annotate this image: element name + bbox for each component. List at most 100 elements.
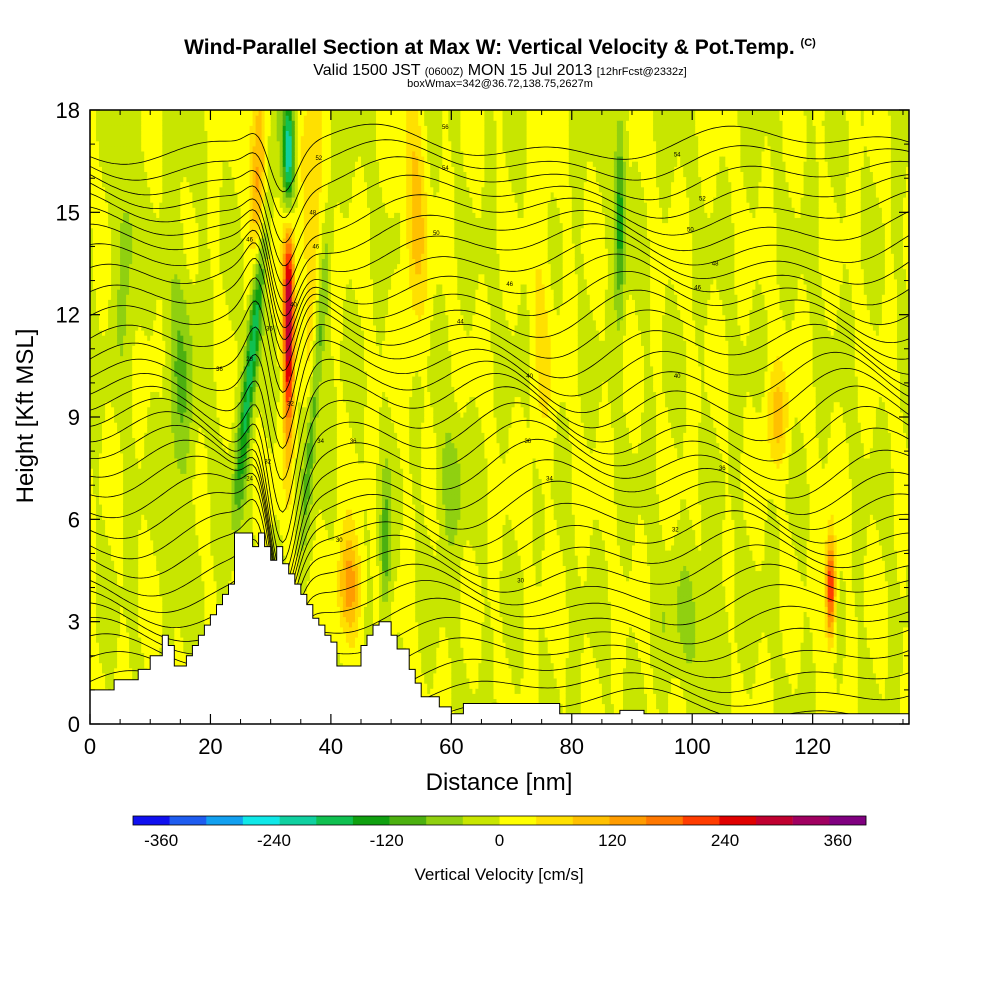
field-cell: [129, 478, 133, 485]
field-cell: [108, 299, 112, 305]
field-cell: [147, 335, 151, 341]
field-cell: [144, 401, 148, 408]
field-cell: [141, 647, 145, 653]
field-cell: [93, 202, 97, 208]
field-cell: [183, 427, 187, 433]
field-cell: [108, 647, 112, 653]
field-cell: [147, 350, 151, 357]
field-cell: [117, 345, 121, 352]
field-cell: [105, 417, 109, 423]
field-cell: [93, 642, 97, 648]
field-cell: [162, 524, 166, 531]
field-cell: [162, 580, 166, 587]
field-cell: [156, 237, 160, 244]
field-cell: [162, 268, 166, 275]
field-cell: [96, 335, 100, 341]
field-cell: [162, 422, 166, 428]
field-cell: [90, 150, 94, 157]
copyright-mark: (C): [801, 37, 816, 49]
field-cell: [105, 498, 109, 505]
field-cell: [147, 330, 151, 336]
field-cell: [117, 411, 121, 418]
field-cell: [123, 432, 127, 438]
field-cell: [147, 299, 151, 305]
field-cell: [123, 463, 127, 469]
field-cell: [144, 519, 148, 525]
field-cell: [93, 304, 97, 311]
field-cell: [120, 662, 124, 669]
field-cell: [162, 253, 166, 259]
field-cell: [123, 616, 127, 623]
field-cell: [168, 304, 172, 311]
field-cell: [111, 596, 115, 602]
field-cell: [138, 314, 142, 321]
field-cell: [183, 631, 187, 638]
field-cell: [168, 591, 172, 597]
field-cell: [147, 258, 151, 265]
field-cell: [105, 411, 109, 418]
field-cell: [141, 626, 145, 633]
field-cell: [126, 120, 130, 126]
field-cell: [165, 509, 169, 515]
field-cell: [147, 626, 151, 633]
field-cell: [147, 437, 151, 444]
field-cell: [162, 120, 166, 126]
field-cell: [114, 110, 118, 116]
field-cell: [141, 504, 145, 510]
field-cell: [105, 606, 109, 612]
field-cell: [147, 565, 151, 572]
field-cell: [117, 330, 121, 336]
field-cell: [165, 335, 169, 341]
field-cell: [150, 156, 154, 162]
field-cell: [96, 207, 100, 213]
field-cell: [156, 473, 160, 479]
field-cell: [102, 457, 106, 464]
field-cell: [156, 217, 160, 224]
field-cell: [171, 299, 175, 305]
field-cell: [117, 606, 121, 612]
field-cell: [159, 534, 163, 541]
field-cell: [90, 642, 94, 648]
field-cell: [126, 478, 130, 485]
field-cell: [126, 621, 130, 628]
field-cell: [210, 391, 214, 398]
field-cell: [183, 197, 187, 203]
field-cell: [129, 672, 133, 679]
field-cell: [114, 647, 118, 653]
field-cell: [120, 324, 124, 331]
field-cell: [111, 335, 115, 341]
field-cell: [135, 207, 139, 213]
field-cell: [108, 253, 112, 259]
field-cell: [144, 365, 148, 372]
field-cell: [132, 478, 136, 485]
field-cell: [159, 596, 163, 602]
field-cell: [123, 278, 127, 285]
field-cell: [108, 560, 112, 566]
field-cell: [129, 365, 133, 372]
field-cell: [153, 422, 157, 428]
field-cell: [90, 125, 94, 131]
field-cell: [162, 345, 166, 352]
field-cell: [93, 550, 97, 556]
field-cell: [120, 396, 124, 403]
field-cell: [90, 565, 94, 572]
field-cell: [108, 207, 112, 213]
field-cell: [147, 145, 151, 152]
field-cell: [126, 324, 130, 331]
field-cell: [111, 401, 115, 408]
field-cell: [114, 217, 118, 224]
field-cell: [168, 156, 172, 162]
field-cell: [168, 611, 172, 618]
field-cell: [105, 452, 109, 459]
field-cell: [183, 432, 187, 438]
field-cell: [105, 678, 109, 684]
field-cell: [90, 278, 94, 285]
field-cell: [165, 330, 169, 336]
field-cell: [135, 422, 139, 428]
field-cell: [129, 427, 133, 433]
field-cell: [105, 652, 109, 659]
field-cell: [93, 662, 97, 669]
field-cell: [153, 406, 157, 413]
field-cell: [111, 606, 115, 612]
field-cell: [156, 243, 160, 249]
